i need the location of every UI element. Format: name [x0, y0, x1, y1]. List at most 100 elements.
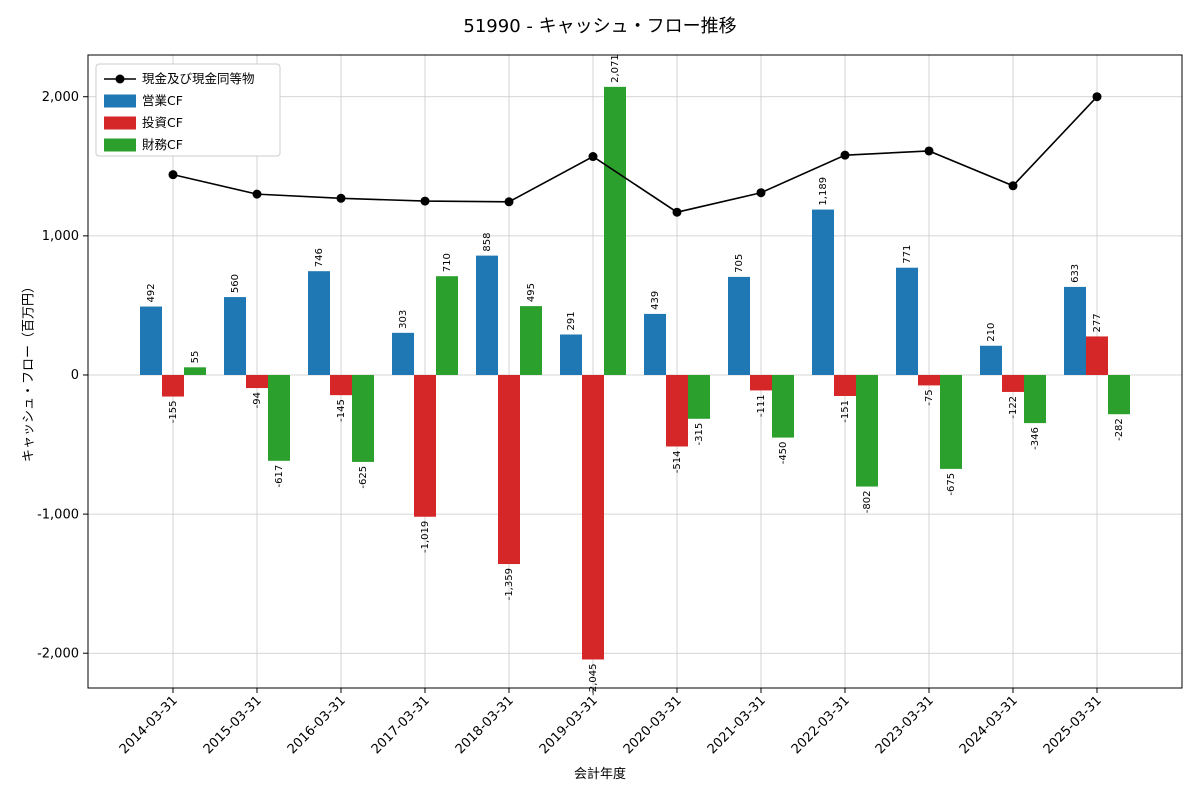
- bar-value-label: -675: [946, 473, 957, 496]
- bar-value-label: 705: [734, 254, 745, 273]
- bar-value-label: 746: [314, 248, 325, 267]
- operating-cf-bars: [140, 209, 1086, 375]
- x-tick-label: 2025-03-31: [1041, 693, 1105, 757]
- legend-color-patch: [104, 116, 136, 130]
- x-ticks: 2014-03-31 2015-03-31 2016-03-31 2017-03-31…: [117, 688, 1105, 757]
- bar-value-label: -122: [1008, 396, 1019, 419]
- bar: [1024, 374, 1046, 424]
- bar-value-label: -151: [840, 400, 851, 423]
- bar: [520, 306, 542, 375]
- bar-value-labels: 492 560 746 303 858 291 439 705 1,189 771 210 633 -1…: [146, 54, 1125, 696]
- x-tick-label: 2015-03-31: [201, 693, 265, 757]
- y-tick-label: -2,000: [37, 646, 79, 661]
- bar: [414, 374, 436, 517]
- bar-value-label: 771: [902, 245, 913, 264]
- bar-value-label: -111: [756, 394, 767, 417]
- cash-line-markers: [168, 92, 1102, 217]
- bar: [834, 374, 856, 396]
- bar-value-label: 55: [190, 351, 201, 364]
- bar-value-label: -75: [924, 389, 935, 405]
- legend-label: 財務CF: [142, 137, 183, 152]
- x-tick-label: 2019-03-31: [537, 693, 601, 757]
- legend-line-marker: [115, 74, 125, 84]
- bar: [644, 313, 666, 375]
- bar: [268, 374, 290, 461]
- bar: [436, 276, 458, 375]
- bar: [246, 374, 268, 389]
- line-marker: [336, 193, 346, 203]
- bar: [560, 334, 582, 375]
- line-marker: [756, 188, 766, 198]
- bar: [1108, 374, 1130, 415]
- x-tick-label: 2021-03-31: [705, 693, 769, 757]
- bar: [918, 374, 940, 386]
- line-marker: [252, 189, 262, 199]
- line-marker: [1092, 92, 1102, 102]
- bar: [162, 374, 184, 397]
- bar: [604, 86, 626, 375]
- bar: [582, 374, 604, 660]
- line-marker: [420, 196, 430, 206]
- bar: [856, 374, 878, 487]
- bar: [392, 332, 414, 375]
- bar-value-label: 710: [442, 253, 453, 272]
- grid: [88, 55, 1182, 688]
- bar-value-label: -145: [336, 399, 347, 422]
- legend-label: 現金及び現金同等物: [142, 71, 255, 86]
- bar-value-label: -282: [1114, 418, 1125, 441]
- bar: [728, 276, 750, 375]
- x-tick-label: 2023-03-31: [873, 693, 937, 757]
- line-marker: [168, 170, 178, 180]
- financing-cf-bars: [184, 86, 1130, 487]
- bar-value-label: 210: [986, 323, 997, 342]
- line-marker: [840, 150, 850, 160]
- bar-value-label: -2,045: [588, 663, 599, 695]
- bar: [140, 306, 162, 375]
- bar: [1002, 374, 1024, 392]
- bar: [498, 374, 520, 565]
- bar: [476, 255, 498, 375]
- legend-label: 営業CF: [142, 93, 183, 108]
- bar-value-label: -625: [358, 466, 369, 489]
- bar-value-label: -617: [274, 465, 285, 488]
- x-tick-label: 2018-03-31: [453, 693, 517, 757]
- y-tick-label: 2,000: [42, 90, 79, 105]
- bar-value-label: -94: [252, 392, 263, 408]
- line-marker: [924, 146, 934, 156]
- bar: [224, 297, 246, 375]
- y-ticks: -2,000 -1,000 0 1,000 2,000: [37, 90, 88, 661]
- legend-color-patch: [104, 94, 136, 108]
- legend-color-patch: [104, 138, 136, 152]
- bar-value-label: -514: [672, 450, 683, 473]
- x-tick-label: 2017-03-31: [369, 693, 433, 757]
- investing-cf-bars: [162, 336, 1108, 660]
- bar-value-label: 492: [146, 283, 157, 302]
- x-axis-label: 会計年度: [573, 767, 626, 782]
- bar-value-label: 495: [526, 283, 537, 302]
- bar: [940, 374, 962, 469]
- bar: [772, 374, 794, 438]
- bar-value-label: -1,359: [504, 568, 515, 600]
- line-marker: [504, 197, 514, 207]
- bar: [666, 374, 688, 447]
- bar: [1086, 336, 1108, 375]
- x-tick-label: 2024-03-31: [957, 693, 1021, 757]
- chart-title: 51990 - キャッシュ・フロー推移: [463, 16, 737, 37]
- bar: [352, 374, 374, 462]
- bar-value-label: -315: [694, 423, 705, 446]
- bar: [980, 345, 1002, 375]
- x-tick-label: 2020-03-31: [621, 693, 685, 757]
- y-tick-label: 0: [71, 368, 79, 383]
- bar: [1064, 286, 1086, 375]
- y-axis-label: キャッシュ・フロー（百万円）: [21, 279, 37, 463]
- bar-value-label: -346: [1030, 427, 1041, 450]
- bar-value-label: -450: [778, 442, 789, 465]
- x-tick-label: 2022-03-31: [789, 693, 853, 757]
- y-tick-label: -1,000: [37, 507, 79, 522]
- bar: [330, 374, 352, 396]
- bar-value-label: 303: [398, 310, 409, 329]
- bar-value-label: 858: [482, 233, 493, 252]
